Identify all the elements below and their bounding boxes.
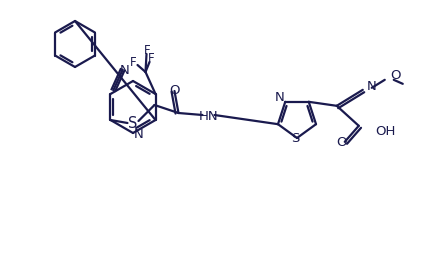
Text: O: O: [169, 84, 180, 97]
Text: F: F: [130, 56, 137, 69]
Text: N: N: [274, 91, 284, 104]
Text: N: N: [134, 128, 144, 140]
Text: HN: HN: [198, 109, 218, 122]
Text: O: O: [336, 136, 347, 149]
Text: S: S: [291, 132, 299, 145]
Text: F: F: [144, 43, 151, 56]
Text: F: F: [148, 52, 155, 65]
Text: O: O: [390, 69, 400, 82]
Text: N: N: [120, 64, 129, 77]
Text: N: N: [367, 80, 376, 93]
Text: S: S: [128, 116, 137, 131]
Text: OH: OH: [375, 125, 395, 138]
